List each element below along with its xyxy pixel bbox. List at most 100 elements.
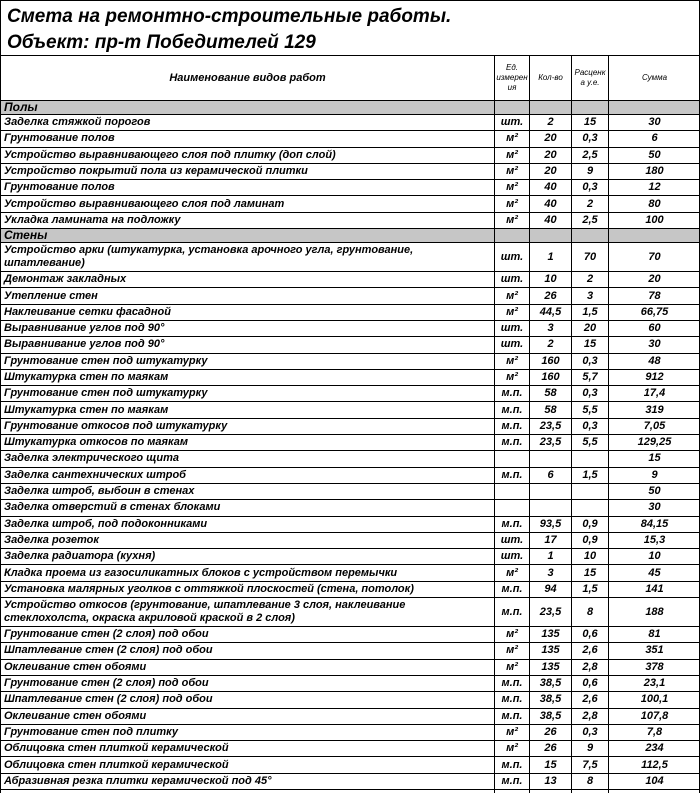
unit-cell: м.п. bbox=[494, 756, 530, 774]
qty-cell: 6 bbox=[529, 466, 572, 484]
unit-cell: шт. bbox=[494, 242, 530, 273]
rate-cell: 2,6 bbox=[571, 691, 609, 709]
qty-cell: 26 bbox=[529, 287, 572, 305]
unit-cell bbox=[494, 450, 530, 468]
work-row: Грунтование стен (2 слоя) под обои м.п. 38… bbox=[1, 674, 699, 693]
qty-cell: 38,5 bbox=[529, 707, 572, 725]
qty-cell: 20 bbox=[529, 162, 572, 181]
work-row: Заделка стяжкой порогов шт. 2 15 30 bbox=[1, 113, 699, 132]
rate-cell bbox=[571, 482, 609, 501]
rate-cell: 2,8 bbox=[571, 658, 609, 676]
rate-cell: 1,5 bbox=[571, 466, 609, 484]
qty-cell: 2 bbox=[529, 113, 572, 132]
sum-cell: 180 bbox=[608, 162, 699, 181]
unit-cell: шт. bbox=[494, 271, 530, 289]
work-row: Наклеивание сетки фасадной м² 44,5 1,5 66,75 bbox=[1, 303, 699, 321]
sum-cell: 48 bbox=[608, 352, 699, 370]
qty-cell: 135 bbox=[529, 626, 572, 644]
work-row: Облицовка стен плиткой керамической м² 26 9… bbox=[1, 740, 699, 758]
unit-cell: м.п. bbox=[494, 597, 530, 628]
unit-cell bbox=[494, 499, 530, 517]
qty-cell: 3 bbox=[529, 319, 572, 338]
column-header-name: Наименование видов работ bbox=[1, 55, 495, 101]
sum-cell: 50 bbox=[608, 482, 699, 501]
rate-cell bbox=[571, 100, 609, 115]
work-row: Оклеивание стен обоями м² 135 2,8 378 bbox=[1, 658, 699, 676]
unit-cell: шт. bbox=[494, 531, 530, 550]
unit-cell: м.п. bbox=[494, 466, 530, 484]
work-row: Устройство выравнивающего слоя под ламин… bbox=[1, 195, 699, 213]
rate-cell: 8 bbox=[571, 772, 609, 790]
work-name-cell bbox=[1, 788, 495, 793]
sum-cell: 100 bbox=[608, 211, 699, 230]
sum-cell bbox=[608, 788, 699, 793]
unit-cell: м² bbox=[494, 626, 530, 644]
unit-cell: м.п. bbox=[494, 417, 530, 436]
work-name-cell: Оклеивание стен обоями bbox=[1, 658, 495, 676]
rate-cell bbox=[571, 228, 609, 244]
sum-cell: 7,05 bbox=[608, 417, 699, 436]
work-row: Абразивная резка плитки керамической под… bbox=[1, 772, 699, 790]
work-name-cell: Шпатлевание стен (2 слоя) под обои bbox=[1, 642, 495, 660]
sum-cell: 10 bbox=[608, 548, 699, 566]
unit-cell: м² bbox=[494, 303, 530, 321]
column-header-qty: Кол-во bbox=[529, 55, 572, 101]
work-name-cell: Абразивная резка плитки керамической под… bbox=[1, 772, 495, 790]
rate-cell: 0,3 bbox=[571, 723, 609, 742]
unit-cell: шт. bbox=[494, 113, 530, 132]
work-name-cell: Устройство покрытий пола из керамической… bbox=[1, 162, 495, 181]
sum-cell: 141 bbox=[608, 580, 699, 599]
unit-cell: шт. bbox=[494, 548, 530, 566]
unit-cell: м² bbox=[494, 211, 530, 230]
work-row: Устройство откосов (грунтование, шпатлев… bbox=[1, 597, 699, 628]
qty-cell: 10 bbox=[529, 271, 572, 289]
rate-cell: 9 bbox=[571, 162, 609, 181]
section-label: Полы bbox=[1, 100, 495, 115]
work-row: Штукатурка откосов по маякам м.п. 23,5 5,5 1… bbox=[1, 434, 699, 452]
qty-cell: 20 bbox=[529, 146, 572, 164]
section-header-row: Стены bbox=[1, 228, 699, 244]
sum-cell: 15 bbox=[608, 450, 699, 468]
work-row: Кладка проема из газосиликатных блоков с… bbox=[1, 564, 699, 582]
column-header-rate: Расценк а у.е. bbox=[571, 55, 609, 101]
work-row: Заделка сантехнических штроб м.п. 6 1,5 9 bbox=[1, 466, 699, 484]
work-name-cell: Оклеивание стен обоями bbox=[1, 707, 495, 725]
qty-cell: 13 bbox=[529, 772, 572, 790]
rate-cell: 15 bbox=[571, 564, 609, 582]
work-name-cell: Грунтование полов bbox=[1, 179, 495, 197]
sum-cell: 20 bbox=[608, 271, 699, 289]
work-name-cell: Выравнивание углов под 90° bbox=[1, 336, 495, 354]
work-name-cell: Облицовка стен плиткой керамической bbox=[1, 756, 495, 774]
sum-cell: 188 bbox=[608, 597, 699, 628]
sum-cell: 378 bbox=[608, 658, 699, 676]
rate-cell: 2,5 bbox=[571, 146, 609, 164]
unit-cell: шт. bbox=[494, 336, 530, 354]
sum-cell: 912 bbox=[608, 368, 699, 387]
work-row: Выравнивание углов под 90° шт. 3 20 60 bbox=[1, 319, 699, 338]
unit-cell bbox=[494, 228, 530, 244]
work-name-cell: Кладка проема из газосиликатных блоков с… bbox=[1, 564, 495, 582]
qty-cell: 40 bbox=[529, 179, 572, 197]
rate-cell: 70 bbox=[571, 242, 609, 273]
rate-cell: 5,5 bbox=[571, 434, 609, 452]
unit-cell: м.п. bbox=[494, 434, 530, 452]
sum-cell: 234 bbox=[608, 740, 699, 758]
work-name-cell: Устройство выравнивающего слоя под ламин… bbox=[1, 195, 495, 213]
column-header-sum: Сумма bbox=[608, 55, 699, 101]
work-name-cell: Грунтование полов bbox=[1, 130, 495, 148]
rate-cell: 1,5 bbox=[571, 303, 609, 321]
unit-cell: м.п. bbox=[494, 515, 530, 533]
work-name-cell: Заделка стяжкой порогов bbox=[1, 113, 495, 132]
work-row: Заделка штроб, выбоин в стенах 50 bbox=[1, 482, 699, 501]
work-name-cell: Заделка штроб, под подоконниками bbox=[1, 515, 495, 533]
work-name-cell: Заделка отверстий в стенах блоками bbox=[1, 499, 495, 517]
unit-cell: м² bbox=[494, 162, 530, 181]
work-row: Устройство арки (штукатурка, установка а… bbox=[1, 242, 699, 273]
rate-cell: 2 bbox=[571, 271, 609, 289]
qty-cell: 58 bbox=[529, 401, 572, 419]
sum-cell: 30 bbox=[608, 499, 699, 517]
sum-cell: 30 bbox=[608, 113, 699, 132]
sum-cell: 80 bbox=[608, 195, 699, 213]
unit-cell: м.п. bbox=[494, 772, 530, 790]
rate-cell: 7,5 bbox=[571, 756, 609, 774]
